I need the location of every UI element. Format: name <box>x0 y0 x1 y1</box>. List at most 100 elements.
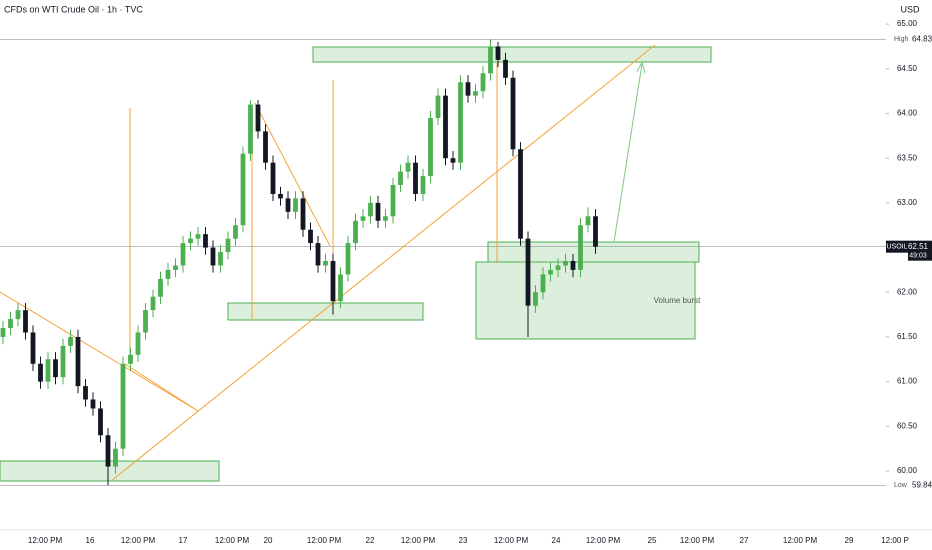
candle-body <box>263 131 268 163</box>
candle-body <box>428 117 433 177</box>
candle-body <box>548 269 553 275</box>
candle-body <box>240 153 246 226</box>
x-tick-label: 22 <box>366 536 375 545</box>
candle-body <box>345 243 351 275</box>
x-tick-label: 24 <box>552 536 561 545</box>
countdown: 49:03 <box>909 253 927 260</box>
candle-body <box>375 202 381 221</box>
candle-body <box>525 238 531 306</box>
currency: USD <box>900 4 920 14</box>
candle-body <box>210 247 216 266</box>
candle-body <box>443 95 448 159</box>
drawings: Volume burst <box>0 44 712 482</box>
candle-body <box>270 162 276 194</box>
candle-body <box>413 162 418 194</box>
candle-body <box>278 193 283 199</box>
candle-body <box>45 359 51 382</box>
candle-body <box>593 216 598 247</box>
candle-body <box>233 225 238 239</box>
candle-body <box>68 336 73 346</box>
candles <box>0 39 598 486</box>
candle-body <box>315 243 321 266</box>
candle-body <box>330 260 336 302</box>
candle-body <box>353 220 358 244</box>
candle-body <box>473 91 478 96</box>
candle-body <box>60 345 66 378</box>
zone <box>312 46 712 63</box>
y-tick-label: 64.00 <box>897 109 918 118</box>
candle-body <box>480 73 486 92</box>
candle-body <box>533 292 538 306</box>
candle-body <box>53 359 58 378</box>
y-tick-label: 61.50 <box>897 332 918 341</box>
price-badge <box>908 240 932 261</box>
candle-body <box>510 77 516 150</box>
candle-body <box>458 82 463 163</box>
x-tick-label: 23 <box>459 536 468 545</box>
candle-body <box>405 162 411 172</box>
arrow <box>613 63 643 243</box>
candle-body <box>555 265 561 270</box>
candle-body <box>450 158 456 163</box>
last-value: 62.51 <box>908 242 929 251</box>
candle-body <box>323 260 328 266</box>
candle-body <box>248 104 253 154</box>
candle-body <box>518 149 523 239</box>
low-label: Low <box>894 482 908 489</box>
candle-body <box>135 332 141 355</box>
candle-body <box>180 243 186 266</box>
candle-body <box>465 82 471 96</box>
high-value: 64.83 <box>912 34 932 43</box>
x-tick-label: 12:00 PM <box>401 536 436 545</box>
candle-body <box>420 176 426 194</box>
y-tick-label: 64.50 <box>897 64 918 73</box>
x-tick-label: 25 <box>648 536 657 545</box>
candle-body <box>30 332 36 364</box>
candle-body <box>15 310 21 320</box>
candle-body <box>173 265 178 270</box>
price-axis <box>886 0 932 550</box>
candle-body <box>8 319 13 329</box>
candle-body <box>540 274 546 293</box>
candle-body <box>308 229 313 244</box>
x-tick-label: 17 <box>179 536 188 545</box>
x-tick-label: 12:00 PM <box>586 536 621 545</box>
candle-body <box>98 408 103 436</box>
arrow-head <box>636 60 646 74</box>
x-tick-label: 20 <box>264 536 273 545</box>
candle-body <box>188 238 193 244</box>
y-tick-label: 60.00 <box>897 466 918 475</box>
candle-body <box>83 386 88 400</box>
y-tick-label: 62.00 <box>897 287 918 296</box>
candle-body <box>503 59 508 78</box>
candle-body <box>360 216 366 221</box>
candle-body <box>128 354 133 364</box>
x-tick-label: 12:00 PM <box>121 536 156 545</box>
candle-body <box>293 198 298 212</box>
candle-body <box>218 252 223 266</box>
x-tick-label: 12:00 PM <box>215 536 250 545</box>
orange-line <box>110 44 656 482</box>
candle-body <box>90 399 96 409</box>
y-tick-label: 63.00 <box>897 198 918 207</box>
zone <box>475 261 696 340</box>
y-tick-label: 65.00 <box>897 19 918 28</box>
y-tick-label: 63.50 <box>897 153 918 162</box>
annotation: Volume burst <box>654 296 701 305</box>
candle-body <box>383 216 388 221</box>
low-value: 59.84 <box>912 480 932 489</box>
candle-body <box>338 274 343 302</box>
candle-body <box>390 185 396 217</box>
candle-body <box>150 296 156 311</box>
candle-body <box>495 46 501 60</box>
candle-body <box>585 216 591 226</box>
candle-body <box>158 278 163 297</box>
x-tick-label: 12:00 PM <box>680 536 715 545</box>
candle-body <box>105 435 111 467</box>
candle-body <box>563 260 568 266</box>
candle-body <box>570 260 576 270</box>
candle-body <box>255 104 261 132</box>
candle-body <box>488 46 493 74</box>
candle-body <box>0 328 6 337</box>
